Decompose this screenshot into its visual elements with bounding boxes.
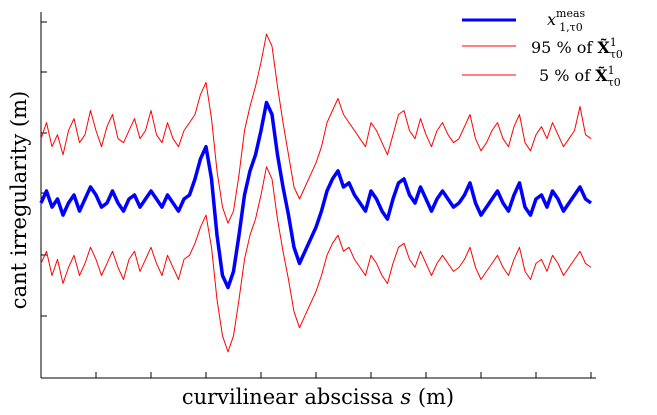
x-axis-label-text: curvilinear abscissa: [182, 385, 394, 409]
series-layer: [39, 33, 593, 353]
legend-5-prefix: 5 % of: [539, 66, 595, 85]
legend-95-sup: 1: [610, 36, 617, 49]
legend-entry-measured: xmeas 1,τ0: [547, 7, 586, 34]
legend-95-sub: τ0: [610, 48, 623, 61]
y-axis-label: cant irregularity (m): [7, 91, 31, 309]
legend-measured-main: x: [547, 10, 556, 29]
x-axis-label-var: s: [400, 385, 411, 409]
legend-95-main: X̃: [597, 38, 610, 57]
legend-5-sub: τ0: [608, 76, 621, 89]
series-measured-line: [39, 100, 593, 290]
legend-background: [440, 8, 650, 100]
legend: xmeas 1,τ0 95 % of X̃1 τ0 5 % of X̃1 τ0: [440, 7, 650, 100]
legend-entry-95: 95 % of X̃1 τ0: [531, 36, 623, 61]
legend-measured-sub: 1,τ0: [559, 21, 583, 34]
series-5-percentile-line: [40, 166, 592, 353]
legend-5-sup: 1: [608, 64, 615, 77]
y-ticks: [41, 21, 47, 317]
legend-entry-5: 5 % of X̃1 τ0: [539, 64, 621, 89]
legend-measured-sup: meas: [556, 7, 585, 20]
legend-95-prefix: 95 % of: [531, 38, 597, 57]
x-axis-label: curvilinear abscissa s (m): [182, 385, 454, 409]
legend-5-main: X̃: [595, 66, 608, 85]
x-ticks: [95, 372, 592, 378]
x-axis-label-unit: (m): [418, 385, 454, 409]
series-95-percentile-line: [40, 33, 592, 224]
